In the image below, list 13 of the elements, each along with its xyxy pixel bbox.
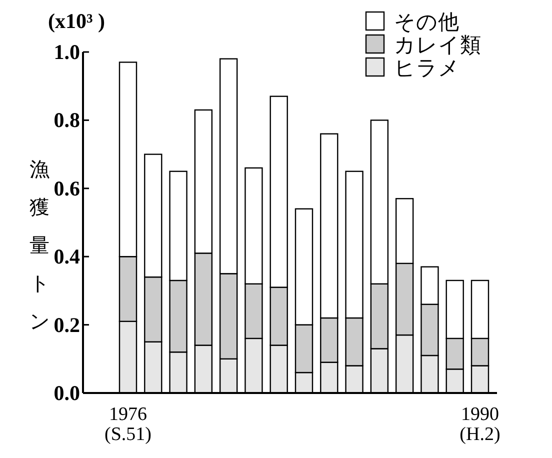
x-tick-label: 1990 (H.2) bbox=[460, 404, 500, 445]
text: (x10³ ) bbox=[48, 9, 106, 33]
x-tick-label: 1976 (S.51) bbox=[104, 404, 152, 445]
legend-label: ヒラメ bbox=[394, 56, 460, 80]
y-tick-label: 0.0 bbox=[54, 381, 80, 405]
y-tick-label: 1.0 bbox=[54, 40, 80, 64]
y-tick-label: 0.6 bbox=[54, 176, 80, 200]
y-tick-label: 0.8 bbox=[54, 108, 80, 132]
y-axis-title: 漁獲量トン bbox=[29, 156, 50, 335]
y-tick-label: 0.2 bbox=[54, 312, 80, 337]
y-tick-label: 0.4 bbox=[54, 244, 80, 269]
legend-label: その他 bbox=[394, 10, 459, 34]
legend-label: カレイ類 bbox=[394, 33, 481, 57]
